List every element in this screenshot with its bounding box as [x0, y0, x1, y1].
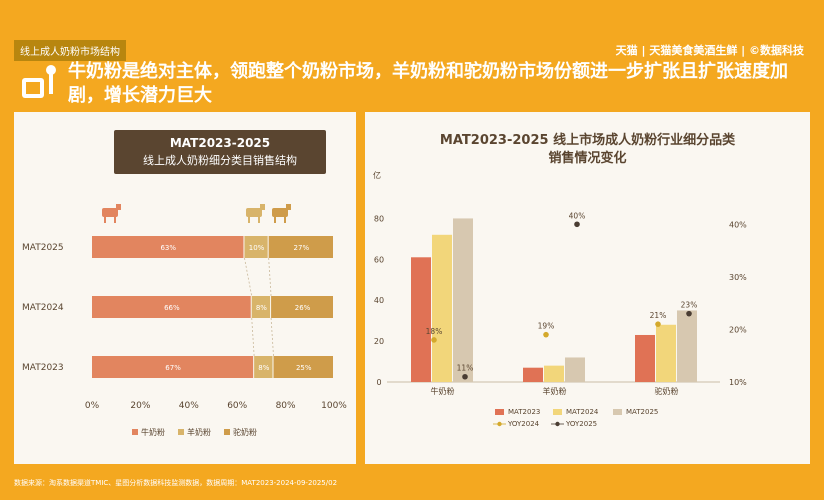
x-tick-label: 80% — [276, 401, 296, 411]
yoy-label: 18% — [426, 327, 443, 336]
yoy-point — [574, 221, 580, 228]
data-label: 8% — [256, 304, 267, 312]
legend-label: YOY2024 — [507, 420, 540, 428]
stacked-bar-chart: MAT2025 63% 10% 27% MAT2024 66% 8% 26% MAT2023 67… — [22, 204, 347, 437]
y-tick-label: 0 — [376, 378, 381, 387]
legend-label: YOY2025 — [565, 420, 597, 428]
x-tick-label: 20% — [130, 401, 150, 411]
category-label: MAT2024 — [22, 303, 64, 313]
bar — [411, 257, 431, 382]
legend-swatch — [178, 429, 184, 435]
left-chart-title: MAT2023-2025 — [169, 136, 271, 150]
legend-label: MAT2023 — [508, 408, 540, 416]
headline: 牛奶粉是绝对主体，领跑整个奶粉市场，羊奶粉和驼奶粉市场份额进一步扩张且扩张速度加… — [68, 61, 788, 106]
y2-tick-label: 20% — [729, 325, 747, 334]
yoy-point — [462, 373, 468, 380]
legend-swatch — [553, 409, 562, 415]
bar — [635, 334, 655, 382]
yoy-point — [686, 310, 692, 317]
source-footer: 数据来源：淘系数据渠道TMIC、星图分析数据科技监测数据，数据周期：MAT202… — [14, 479, 338, 487]
grouped-bar-chart: 亿 0 20 40 60 80 10% 20% 30% 40% 牛奶粉 18% 11% 羊奶粉 19% 40%… — [373, 170, 747, 428]
left-chart-title-box: MAT2023-2025 线上成人奶粉细分类目销售结构 — [114, 130, 326, 174]
yoy-label: 11% — [457, 364, 474, 373]
right-chart-title: MAT2023-2025 线上市场成人奶粉行业细分品类 销售情况变化 — [365, 132, 810, 168]
data-label: 26% — [295, 304, 311, 312]
category-label: MAT2023 — [22, 363, 64, 373]
bar-segment-0 — [92, 296, 251, 318]
y2-tick-label: 40% — [729, 220, 747, 229]
legend-label: MAT2025 — [626, 408, 658, 416]
y-tick-label: 20 — [374, 337, 384, 346]
right-chart-title-line1: MAT2023-2025 线上市场成人奶粉行业细分品类 — [439, 133, 736, 148]
y2-tick-label: 10% — [729, 378, 747, 387]
right-panel: MAT2023-2025 线上市场成人奶粉行业细分品类 销售情况变化 亿 0 20 4… — [365, 112, 810, 464]
yoy-label: 19% — [538, 322, 555, 331]
legend-label: 牛奶粉 — [141, 427, 165, 437]
bar — [544, 365, 564, 382]
connector-line — [251, 317, 255, 357]
legend-label: MAT2024 — [566, 408, 599, 416]
category-label: 驼奶粉 — [655, 386, 679, 396]
legend-swatch — [613, 409, 622, 415]
breadcrumb: 线上成人奶粉市场结构 — [14, 40, 126, 61]
x-tick-label: 0% — [85, 401, 100, 411]
brand-logos: 天猫 | 天猫美食美酒生鲜 | ©数据科技 — [615, 44, 804, 57]
connector-line — [244, 257, 253, 297]
legend-swatch — [224, 429, 230, 435]
category-label: 牛奶粉 — [431, 386, 455, 396]
bar — [677, 310, 697, 382]
legend-label: 羊奶粉 — [187, 427, 211, 437]
data-label: 8% — [258, 364, 269, 372]
bar-segment-1 — [251, 296, 271, 318]
x-tick-label: 60% — [227, 401, 247, 411]
cow-icon — [102, 204, 121, 223]
bar — [565, 357, 585, 382]
data-label: 67% — [165, 364, 181, 372]
legend-label: 驼奶粉 — [233, 427, 257, 437]
bar-segment-2 — [273, 356, 333, 378]
bar-segment-2 — [268, 236, 333, 258]
yoy-point — [431, 337, 437, 343]
y-tick-label: 60 — [374, 255, 384, 264]
mascot-icon — [22, 65, 56, 98]
data-label: 27% — [294, 244, 310, 252]
x-tick-label: 40% — [179, 401, 199, 411]
bar-segment-2 — [271, 296, 333, 318]
data-label: 63% — [160, 244, 176, 252]
connector-line — [270, 317, 274, 357]
bar-segment-0 — [92, 236, 244, 258]
category-label: MAT2025 — [22, 243, 64, 253]
category-label: 羊奶粉 — [543, 386, 567, 396]
left-chart-subtitle: 线上成人奶粉细分类目销售结构 — [143, 154, 297, 167]
right-chart-title-line2: 销售情况变化 — [548, 151, 627, 166]
goat-icon — [246, 204, 265, 223]
legend-swatch — [132, 429, 138, 435]
bar — [656, 324, 676, 382]
bar-segment-1 — [244, 236, 268, 258]
left-panel: MAT2023-2025 线上成人奶粉细分类目销售结构 MAT2025 63% 10… — [14, 112, 356, 464]
bar — [523, 367, 543, 382]
y2-tick-label: 30% — [729, 273, 747, 282]
bar — [453, 218, 473, 382]
legend-dot — [497, 421, 502, 427]
yoy-label: 40% — [569, 211, 586, 220]
data-label: 10% — [249, 244, 265, 252]
yoy-point — [543, 331, 549, 338]
data-label: 25% — [296, 364, 312, 372]
yoy-point — [655, 321, 661, 327]
camel-icon — [272, 204, 291, 223]
legend-swatch — [495, 409, 504, 415]
legend-dot — [555, 421, 560, 427]
yoy-label: 23% — [681, 301, 698, 310]
y-tick-label: 80 — [374, 214, 384, 223]
data-label: 66% — [164, 304, 180, 312]
x-tick-label: 100% — [321, 401, 347, 411]
yoy-label: 21% — [650, 311, 667, 320]
bar-segment-0 — [92, 356, 254, 378]
bar-segment-1 — [254, 356, 273, 378]
bar — [432, 234, 452, 382]
left-axis-unit: 亿 — [373, 170, 381, 180]
connector-line — [268, 257, 272, 297]
y-tick-label: 40 — [374, 296, 384, 305]
